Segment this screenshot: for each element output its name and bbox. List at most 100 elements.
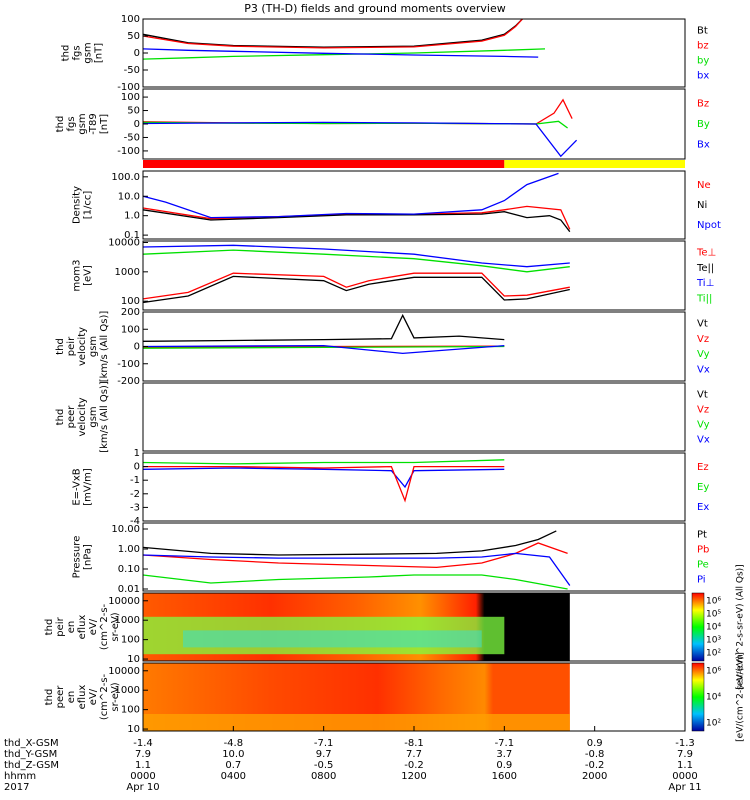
x-axis-value: -8.1	[404, 738, 424, 749]
colorbar-tick-label: 10⁶	[706, 667, 721, 677]
legend-entry: bz	[697, 41, 709, 52]
y-axis-label: mom3	[72, 260, 83, 292]
y-tick-label: -1	[130, 475, 140, 486]
series-line-Pe	[142, 574, 568, 590]
y-tick-label: 10.0	[118, 191, 140, 202]
y-axis-label: -T89	[88, 113, 99, 135]
panel-frame	[142, 382, 686, 452]
series-line-Pb	[142, 542, 568, 569]
legend-entry: Pt	[697, 530, 707, 541]
panel-state	[143, 160, 685, 168]
colorbar-tick-label: 10²	[706, 649, 721, 659]
series-line-Te||	[142, 275, 570, 304]
x-axis-row-label: thd_Z-GSM	[4, 760, 59, 771]
y-axis-label: eflux	[77, 685, 88, 710]
legend-entry: By	[697, 119, 710, 130]
y-axis-label: [1/cc]	[83, 191, 94, 220]
colorbar-tick-label: 10³	[706, 636, 721, 646]
series-line-Ez	[143, 465, 505, 503]
x-axis-value: 9.7	[316, 749, 332, 760]
y-axis-label: gsm	[77, 113, 88, 134]
legend-entry: Npot	[697, 220, 721, 231]
x-axis-value: 7.7	[406, 749, 422, 760]
x-axis-value: 0400	[221, 771, 246, 782]
y-tick-label: -2	[130, 489, 140, 500]
y-tick-label: 100	[121, 635, 140, 646]
panel-density: 100.0 10.0 1.0 0.1 Density [1/cc] Ne Ni Npot	[72, 170, 721, 241]
y-tick-label: -50	[124, 132, 140, 143]
x-axis-value: 1600	[492, 771, 517, 782]
legend-entry: Vz	[697, 405, 709, 416]
x-axis-value: -4.8	[224, 738, 244, 749]
x-axis: thd_X-GSM -1.4 -4.8 -7.1 -8.1 -7.1 0.9 -1.3 thd_…	[4, 726, 702, 793]
x-axis-value: 7.9	[677, 749, 693, 760]
x-axis-value: 2000	[582, 771, 607, 782]
y-tick-label: -4	[130, 516, 140, 527]
legend-entry: Vz	[697, 334, 709, 345]
y-tick-label: 0.01	[118, 584, 140, 595]
x-axis-value: 0.9	[496, 760, 512, 771]
y-tick-label: -50	[124, 65, 140, 76]
state-segment	[504, 160, 685, 168]
y-tick-label: 10000	[108, 666, 140, 677]
y-axis-label: peir	[66, 336, 77, 356]
x-axis-value: 1.1	[135, 760, 151, 771]
y-axis-label: [km/s (All Qs)]	[99, 311, 110, 383]
y-axis-label: thd	[55, 116, 66, 133]
y-axis-label: gsm	[88, 336, 99, 357]
legend-entry: Vt	[697, 319, 708, 330]
y-tick-label: 1	[134, 448, 140, 459]
panel-frame	[142, 88, 686, 160]
y-tick-label: 10	[127, 724, 140, 735]
x-axis-value: -7.1	[495, 738, 515, 749]
legend-entry: Vy	[697, 349, 710, 360]
panel-efield: 1 0 -1 -2 -3 -4 E=-VxB [mV/m] Ez Ey Ex	[72, 448, 710, 527]
y-tick-label: 100	[121, 14, 140, 25]
series-line-Npot	[142, 172, 559, 219]
series-line-Ey	[142, 459, 505, 465]
y-axis-label: [eV]	[83, 265, 94, 286]
legend-entry: Vy	[697, 420, 710, 431]
series-line-Vt	[142, 313, 505, 342]
y-tick-label: 50	[127, 31, 140, 42]
series-line-bx	[142, 48, 539, 58]
x-axis-row-label: thd_X-GSM	[4, 738, 59, 749]
x-axis-row-label: thd_Y-GSM	[4, 749, 57, 760]
y-axis-label: gsm	[88, 406, 99, 427]
legend-entry: Ex	[697, 502, 709, 513]
panel-temp: 10000 1000 100 mom3 [eV] Te⊥ Te|| Ti⊥ Ti||	[72, 237, 716, 311]
colorbar	[691, 662, 705, 732]
legend-entry: Bx	[697, 140, 710, 151]
y-tick-label: 0.10	[118, 564, 140, 575]
y-axis-label: gsm	[83, 42, 94, 63]
legend-entry: Te||	[696, 263, 714, 274]
y-axis-label: Pressure	[72, 536, 83, 579]
state-segment	[143, 160, 505, 168]
y-axis-label: thd	[61, 45, 72, 62]
y-axis-label: eV/	[88, 618, 99, 635]
y-tick-label: 100	[121, 324, 140, 335]
legend-entry: Te⊥	[696, 248, 716, 259]
y-axis-label: en	[66, 621, 77, 634]
y-tick-label: 1.00	[118, 544, 140, 555]
page-title: P3 (TH-D) fields and ground moments over…	[244, 2, 506, 15]
legend-entry: Ti⊥	[696, 278, 714, 289]
series-line-Ti||	[142, 249, 570, 273]
legend-entry: Ey	[697, 482, 709, 493]
x-axis-value: -0.2	[585, 760, 605, 771]
y-axis-label: [mV/m]	[83, 468, 94, 506]
x-axis-value: 1.1	[677, 760, 693, 771]
panel-frame	[142, 240, 686, 311]
y-axis-label: [km/s (All Qs)]	[99, 381, 110, 453]
series-line-Bz	[142, 98, 573, 125]
series-line-by	[142, 48, 546, 60]
x-axis-value: 10.0	[222, 749, 244, 760]
y-axis-label: peir	[55, 616, 66, 636]
y-tick-label: 1.0	[124, 211, 140, 222]
colorbar-tick-label: 10⁵	[706, 610, 721, 620]
y-tick-label: -100	[117, 82, 140, 93]
x-axis-value: -7.1	[314, 738, 334, 749]
x-axis-value: 0800	[311, 771, 336, 782]
y-tick-label: 1000	[115, 615, 140, 626]
